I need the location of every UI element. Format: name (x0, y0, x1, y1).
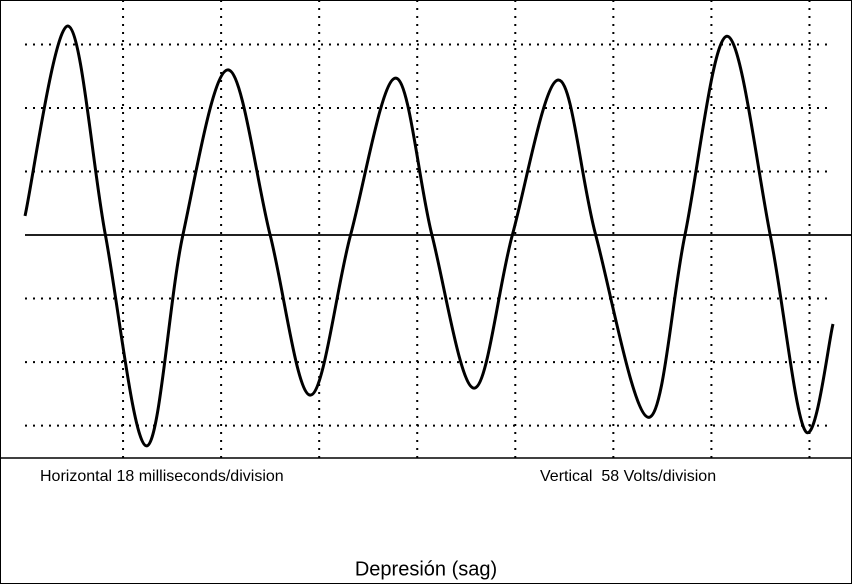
horizontal-scale-label: Horizontal 18 milliseconds/division (40, 468, 284, 485)
chart-title: Depresión (sag) (355, 558, 497, 580)
vertical-scale-label: Vertical 58 Volts/division (540, 468, 716, 485)
waveform (23, 24, 835, 448)
